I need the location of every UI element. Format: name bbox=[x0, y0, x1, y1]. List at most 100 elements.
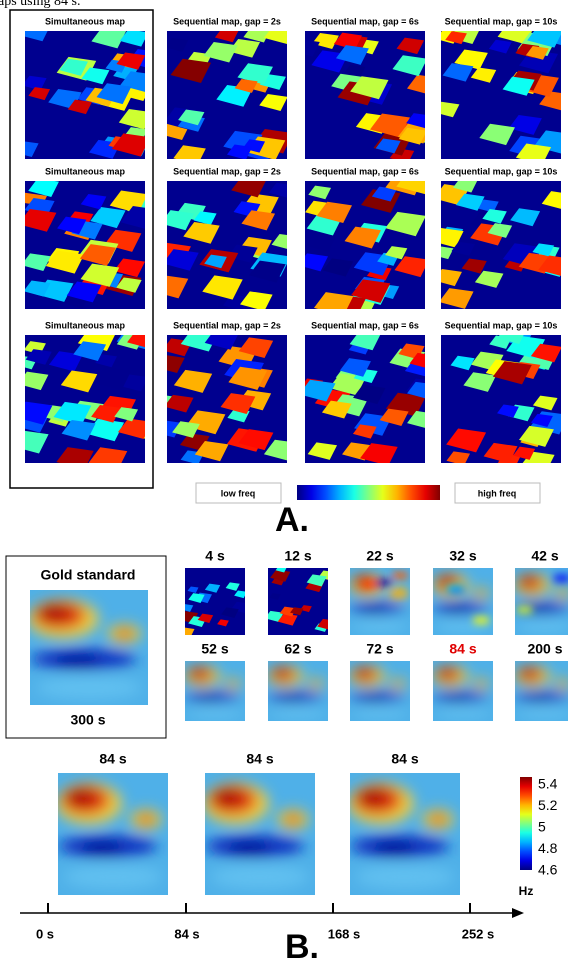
blob bbox=[227, 843, 271, 855]
blob bbox=[212, 788, 243, 808]
colorbar-tick: 5.2 bbox=[538, 797, 558, 813]
smooth-map bbox=[56, 773, 168, 895]
legend-low: low freq bbox=[221, 488, 256, 498]
patch bbox=[377, 579, 392, 587]
blob bbox=[356, 865, 455, 889]
map-title: Simultaneous map bbox=[45, 16, 126, 26]
colorbar-tick: 5 bbox=[538, 819, 546, 835]
map-title: Simultaneous map bbox=[45, 320, 126, 330]
figure: aps using 84 s. Simultaneous map Sequenti… bbox=[0, 0, 568, 966]
blob bbox=[137, 813, 155, 825]
patch-map bbox=[176, 568, 250, 638]
time-label: 84 s bbox=[449, 641, 476, 657]
patch bbox=[393, 571, 408, 579]
blob bbox=[197, 695, 221, 701]
smooth-map bbox=[184, 661, 245, 721]
colorbar-tick: 4.8 bbox=[538, 840, 558, 856]
map-title: Sequential map, gap = 2s bbox=[173, 16, 281, 26]
time-label: 72 s bbox=[366, 641, 393, 657]
smooth-map bbox=[348, 773, 460, 895]
blob bbox=[353, 706, 407, 718]
timeline-label: 84 s bbox=[174, 926, 199, 941]
gold-title: Gold standard bbox=[41, 567, 136, 583]
map-title: Sequential map, gap = 2s bbox=[173, 166, 281, 176]
colorbar bbox=[520, 777, 532, 870]
patch-map bbox=[11, 21, 161, 159]
colorbar-tick: 4.6 bbox=[538, 862, 558, 878]
blob bbox=[271, 706, 325, 718]
comparison-label: 84 s bbox=[391, 751, 418, 767]
map-title: Simultaneous map bbox=[45, 166, 126, 176]
patch-map bbox=[431, 178, 568, 309]
patch bbox=[176, 627, 194, 638]
blob bbox=[354, 668, 371, 678]
blob bbox=[188, 706, 242, 718]
blob bbox=[284, 813, 302, 825]
map-title: Sequential map, gap = 10s bbox=[445, 320, 558, 330]
colorbar bbox=[297, 485, 440, 500]
blob bbox=[228, 681, 238, 687]
map-title: Sequential map, gap = 6s bbox=[311, 166, 419, 176]
patch-map bbox=[156, 23, 300, 164]
blob bbox=[357, 788, 388, 808]
blob bbox=[393, 681, 403, 687]
smooth-map bbox=[28, 590, 148, 705]
blob bbox=[558, 681, 568, 687]
map-title: Sequential map, gap = 6s bbox=[311, 16, 419, 26]
patch bbox=[449, 586, 464, 594]
timeline-label: 0 s bbox=[36, 926, 54, 941]
time-label: 4 s bbox=[205, 548, 225, 564]
blob bbox=[519, 668, 536, 678]
patch-map bbox=[441, 326, 568, 471]
time-label: 200 s bbox=[527, 641, 562, 657]
time-label: 32 s bbox=[449, 548, 476, 564]
map-title: Sequential map, gap = 2s bbox=[173, 320, 281, 330]
blob bbox=[445, 695, 469, 701]
blob bbox=[80, 843, 124, 855]
panel-label: B. bbox=[285, 928, 319, 966]
blob bbox=[54, 656, 101, 668]
blob bbox=[37, 604, 70, 622]
map-bg bbox=[185, 568, 245, 635]
map-title: Sequential map, gap = 10s bbox=[445, 166, 558, 176]
patch-map bbox=[10, 326, 156, 471]
blob bbox=[445, 606, 469, 613]
patch bbox=[362, 580, 377, 588]
timeline-label: 168 s bbox=[328, 926, 361, 941]
colorbar-tick: 5.4 bbox=[538, 776, 558, 792]
smooth-map bbox=[432, 661, 493, 721]
patch bbox=[517, 606, 532, 614]
blob bbox=[476, 681, 486, 687]
time-label: 52 s bbox=[201, 641, 228, 657]
patch bbox=[474, 616, 489, 624]
legend-high: high freq bbox=[478, 488, 517, 498]
smooth-map bbox=[514, 568, 568, 635]
time-label: 42 s bbox=[531, 548, 558, 564]
blob bbox=[437, 668, 454, 678]
blob bbox=[362, 606, 386, 613]
blob bbox=[558, 590, 568, 597]
gold-time: 300 s bbox=[70, 712, 105, 728]
smooth-map bbox=[514, 661, 568, 721]
patch bbox=[554, 574, 568, 582]
blob bbox=[211, 865, 310, 889]
patch-map bbox=[298, 170, 436, 316]
patch-map bbox=[299, 332, 443, 466]
blob bbox=[280, 695, 304, 701]
comparison-label: 84 s bbox=[246, 751, 273, 767]
blob bbox=[65, 788, 96, 808]
timeline-arrow bbox=[512, 908, 524, 918]
blob bbox=[272, 668, 289, 678]
patch-map bbox=[291, 31, 442, 163]
time-label: 62 s bbox=[284, 641, 311, 657]
colorbar-unit: Hz bbox=[519, 884, 534, 898]
map-title: Sequential map, gap = 10s bbox=[445, 16, 558, 26]
map-title: Sequential map, gap = 6s bbox=[311, 320, 419, 330]
header-fragment: aps using 84 s. bbox=[0, 0, 80, 9]
patch-map bbox=[11, 179, 161, 309]
smooth-map bbox=[349, 661, 410, 721]
patch bbox=[392, 589, 407, 597]
blob bbox=[362, 695, 386, 701]
smooth-map bbox=[349, 568, 410, 635]
blob bbox=[189, 668, 206, 678]
